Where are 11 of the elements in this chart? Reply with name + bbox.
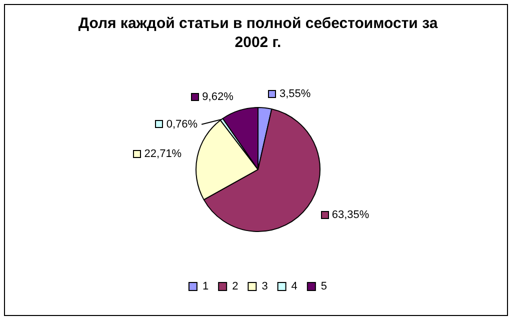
chart-title: Доля каждой статьи в полной себестоимости за 2002 г. (77, 14, 439, 52)
data-label: 22,71% (144, 148, 182, 160)
data-label: 3,55% (279, 88, 311, 100)
legend-label: 4 (291, 280, 298, 293)
legend-label: 1 (202, 280, 209, 293)
legend-label: 3 (262, 280, 268, 293)
legend-label: 5 (320, 280, 328, 293)
legend-label: 2 (232, 280, 238, 293)
data-label: 9,62% (202, 90, 234, 103)
data-label: 63,35% (332, 209, 370, 222)
data-label: 0,76% (166, 118, 198, 130)
